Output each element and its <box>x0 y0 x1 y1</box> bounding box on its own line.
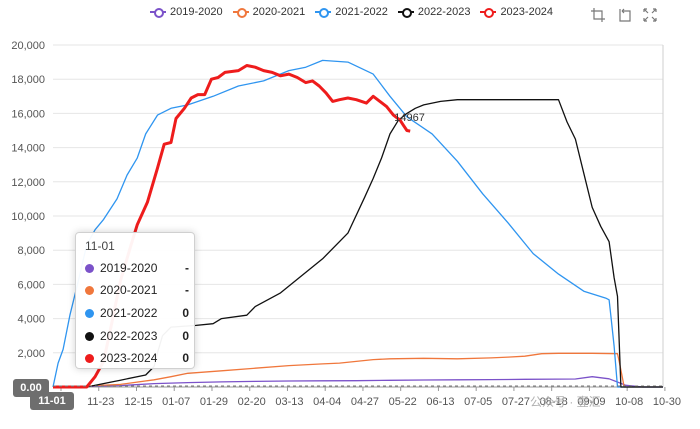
tooltip-row: 2021-2022 0 <box>85 304 189 322</box>
tooltip-value: - <box>185 283 189 297</box>
legend-item[interactable]: 2021-2022 <box>315 6 388 18</box>
y-tick-label: 18,000 <box>11 74 45 86</box>
tooltip-series-name: 2023-2024 <box>100 351 158 365</box>
y-tick-label: 12,000 <box>11 177 45 189</box>
x-axis: 11-23 12-15 01-07 01-29 02-20 03-13 04-04 04-27… <box>53 386 681 408</box>
y-tick-label: 16,000 <box>11 108 45 120</box>
series-line-2019-2020 <box>56 376 663 388</box>
tooltip-series-name: 2020-2021 <box>100 283 158 297</box>
x-tick-label: 12-15 <box>124 396 152 408</box>
tooltip-dot <box>85 285 94 295</box>
x-tick-label: 06-13 <box>426 396 454 408</box>
tooltip-title: 11-01 <box>85 239 115 253</box>
zoom-icon[interactable] <box>591 8 605 22</box>
y-tick-label: 4,000 <box>17 314 45 326</box>
x-tick-label: 01-29 <box>200 396 228 408</box>
legend-item[interactable]: 2020-2021 <box>232 6 306 18</box>
tooltip-value: - <box>185 261 189 275</box>
tooltip-dot <box>85 353 94 363</box>
tooltip-row: 2019-2020 - <box>85 259 189 277</box>
y-tick-label: 2,000 <box>17 348 45 360</box>
tooltip-value: 0 <box>182 306 189 320</box>
x-tick-label: 08-18 <box>540 396 568 408</box>
legend-label: 2021-2022 <box>335 6 388 18</box>
legend-label: 2023-2024 <box>500 6 554 18</box>
legend-item[interactable]: 2019-2020 <box>150 6 223 18</box>
x-tick-label: 10-30 <box>653 396 681 408</box>
series-line-2023-2024 <box>53 64 411 389</box>
x-axis-pointer-label: 11-01 <box>30 392 74 410</box>
series-line-2020-2021 <box>56 352 663 388</box>
series-line-2021-2022 <box>52 59 663 388</box>
x-tick-label: 04-27 <box>351 396 379 408</box>
tooltip-row: 2023-2024 0 <box>85 349 189 367</box>
x-tick-label: 03-13 <box>275 396 303 408</box>
legend-swatch <box>315 7 332 18</box>
x-tick-label: 07-05 <box>464 396 492 408</box>
toolbox <box>591 8 657 22</box>
legend-item[interactable]: 2023-2024 <box>480 6 553 18</box>
tooltip-dot <box>85 308 94 318</box>
tooltip-series-name: 2022-2023 <box>100 329 158 343</box>
legend-item[interactable]: 2022-2023 <box>397 6 471 18</box>
end-value-label: 14967 <box>394 112 425 124</box>
x-tick-label: 02-20 <box>238 396 266 408</box>
tooltip-value: 0 <box>182 329 189 343</box>
x-tick-label: 11-23 <box>87 396 114 408</box>
tooltip: 11-01 2019-2020-2020-2021-2021-2022 0 2022… <box>75 232 195 369</box>
zoom-reset-icon[interactable] <box>617 8 631 22</box>
x-tick-label: 10-08 <box>615 396 643 408</box>
y-tick-label: 20,000 <box>11 40 45 52</box>
legend-swatch <box>232 7 249 18</box>
watermark: 公众号 · 壹汇 <box>530 395 601 409</box>
legend-swatch <box>480 7 497 18</box>
tooltip-row: 2022-2023 0 <box>85 327 189 345</box>
legend-swatch <box>150 7 166 18</box>
legend: 2019-2020 2020-2021 2021-2022 2022-2023 2023… <box>150 6 563 18</box>
legend-swatch <box>397 7 414 18</box>
legend-label: 2020-2021 <box>252 6 306 18</box>
tooltip-row: 2020-2021 - <box>85 281 189 299</box>
tooltip-value: 0 <box>182 351 189 365</box>
y-tick-label: 6,000 <box>17 279 45 291</box>
y-tick-label: 10,000 <box>11 211 45 223</box>
tooltip-dot <box>85 331 94 341</box>
tooltip-dot <box>85 263 94 273</box>
tooltip-series-name: 2021-2022 <box>100 306 158 320</box>
tooltip-series-name: 2019-2020 <box>100 261 158 275</box>
x-tick-label: 09-09 <box>577 396 605 408</box>
annotations: 14967 <box>53 112 663 387</box>
legend-label: 2019-2020 <box>170 6 223 18</box>
fullscreen-icon[interactable] <box>643 8 657 22</box>
y-axis: 2,000 4,000 6,000 8,000 10,000 12,000 14,000 16… <box>11 40 45 360</box>
y-tick-label: 8,000 <box>17 245 45 257</box>
x-tick-label: 05-22 <box>389 396 417 408</box>
x-tick-label: 07-27 <box>502 396 530 408</box>
x-tick-label: 04-04 <box>313 396 341 408</box>
y-tick-label: 14,000 <box>11 143 45 155</box>
x-tick-label: 01-07 <box>162 396 190 408</box>
legend-label: 2022-2023 <box>417 6 471 18</box>
